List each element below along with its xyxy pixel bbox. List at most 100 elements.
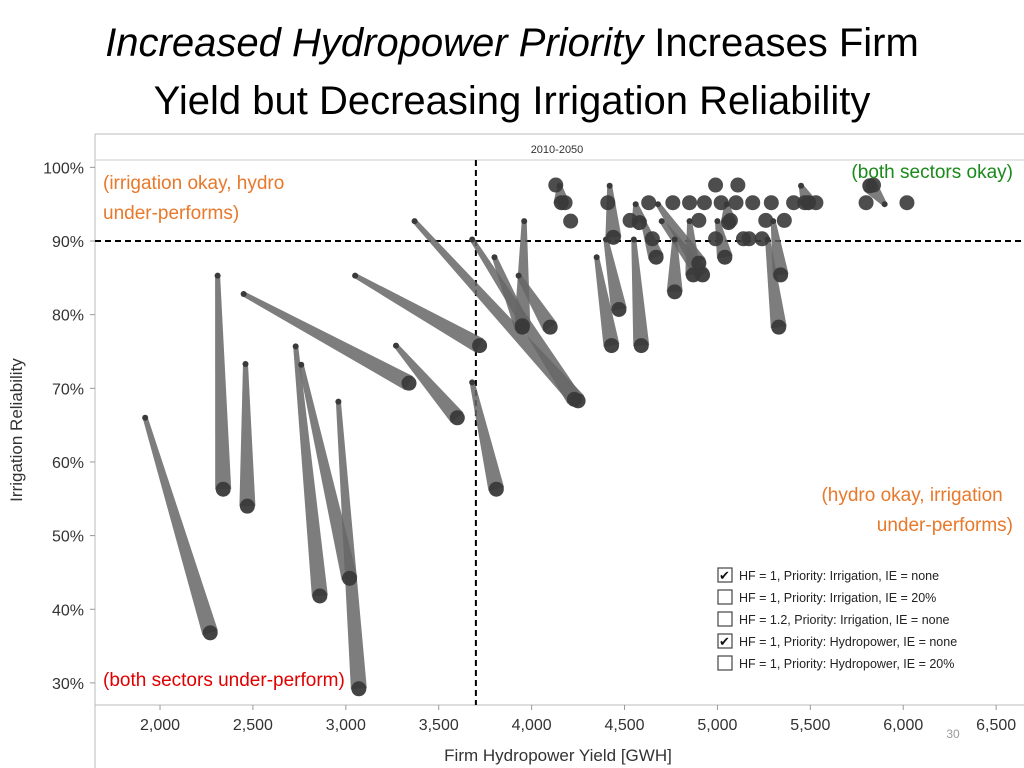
x-tick-label: 3,000	[326, 717, 366, 734]
x-tick-label: 6,500	[976, 717, 1016, 734]
annotation-bottom-left-line1: (both sectors under-perform)	[103, 670, 345, 691]
hydropower-priority-point	[401, 375, 417, 391]
y-tick-label: 90%	[52, 234, 84, 251]
cluster-point	[730, 177, 746, 193]
legend: ✔ HF = 1, Priority: Irrigation, IE = non…	[717, 567, 957, 671]
cluster-point	[786, 195, 802, 211]
cluster-point	[722, 212, 738, 228]
hydropower-priority-point	[605, 229, 621, 245]
legend-item-3[interactable]: HF = 1.2, Priority: Irrigation, IE = non…	[717, 611, 950, 627]
hydropower-priority-point	[488, 481, 504, 497]
irrigation-priority-point	[469, 236, 476, 243]
x-tick-label: 4,000	[512, 717, 552, 734]
legend-item-1[interactable]: ✔ HF = 1, Priority: Irrigation, IE = non…	[717, 567, 939, 584]
x-tick-label: 5,500	[790, 717, 830, 734]
annotation-top-right: (both sectors okay)	[851, 162, 1013, 183]
change-wedge	[715, 220, 733, 259]
legend-checkbox-4[interactable]	[717, 633, 733, 649]
legend-check-mark-4: ✔	[719, 635, 730, 650]
x-tick-label: 3,500	[419, 717, 459, 734]
cluster-point	[745, 195, 761, 211]
change-wedge	[335, 401, 367, 690]
irrigation-priority-point	[491, 254, 498, 261]
cluster-point	[758, 212, 774, 228]
data-wedges	[142, 180, 887, 690]
irrigation-priority-point	[214, 272, 221, 279]
cluster-point	[858, 195, 874, 211]
cluster-point	[763, 195, 779, 211]
change-wedge	[239, 364, 256, 507]
cluster-point	[728, 195, 744, 211]
annotation-bottom-right-line2: under-performs)	[877, 515, 1013, 536]
hydropower-priority-point	[648, 249, 664, 265]
irrigation-priority-point	[142, 414, 149, 421]
irrigation-priority-point	[630, 236, 637, 243]
irrigation-priority-point	[671, 236, 678, 243]
hydropower-priority-point	[514, 318, 530, 334]
x-tick-label: 2,000	[140, 717, 180, 734]
change-wedge	[469, 381, 505, 491]
hydropower-priority-point	[351, 681, 367, 697]
cluster-point	[899, 195, 915, 211]
legend-checkbox-3[interactable]	[717, 611, 733, 627]
change-wedge	[603, 239, 627, 311]
legend-check-mark-1: ✔	[719, 569, 730, 584]
irrigation-priority-point	[411, 218, 418, 225]
change-wedge	[666, 239, 683, 292]
irrigation-priority-point	[658, 218, 665, 225]
y-tick-label: 60%	[52, 455, 84, 472]
y-tick-label: 50%	[52, 529, 84, 546]
tick-layer: 2,000 2,500 3,000 3,500 4,000 4,500 5,000 5,500…	[43, 160, 1016, 734]
cluster-point	[557, 195, 573, 211]
cluster-point	[797, 195, 813, 211]
cluster-point	[691, 212, 707, 228]
cluster-point	[808, 195, 824, 211]
legend-label-4: HF = 1, Priority: Hydropower, IE = none	[739, 635, 957, 649]
hydropower-priority-point	[472, 338, 488, 354]
legend-item-2[interactable]: HF = 1, Priority: Irrigation, IE = 20%	[717, 589, 936, 605]
change-wedge	[765, 239, 787, 329]
y-axis-label: Irrigation Reliability	[7, 358, 26, 502]
change-wedge	[514, 221, 531, 326]
hydropower-priority-point	[691, 255, 707, 271]
cluster-point	[754, 231, 770, 247]
irrigation-priority-point	[714, 218, 721, 225]
change-wedge	[594, 256, 620, 347]
hydropower-priority-point	[771, 319, 787, 335]
y-tick-label: 40%	[52, 602, 84, 619]
annotation-top-left: (irrigation okay, hydro under-performs)	[103, 173, 290, 224]
change-wedge	[242, 291, 413, 391]
cluster-point	[708, 177, 724, 193]
cluster-point	[548, 177, 564, 193]
change-wedge	[770, 220, 789, 276]
cluster-point	[682, 195, 698, 211]
irrigation-priority-point	[242, 361, 249, 368]
hydropower-priority-point	[667, 284, 683, 300]
title-line1-rest: Increases Firm	[643, 21, 919, 65]
hydropower-priority-point	[215, 481, 231, 497]
hydropower-priority-point	[542, 319, 558, 335]
irrigation-priority-point	[335, 398, 342, 405]
y-tick-label: 30%	[52, 676, 84, 693]
irrigation-priority-point	[515, 272, 522, 279]
hydropower-priority-point	[633, 338, 649, 354]
cluster-point	[696, 195, 712, 211]
legend-checkbox-2[interactable]	[717, 589, 733, 605]
legend-item-4[interactable]: ✔ HF = 1, Priority: Hydropower, IE = non…	[717, 633, 957, 650]
x-tick-label: 2,500	[233, 717, 273, 734]
irrigation-priority-point	[686, 218, 693, 225]
cluster-point	[644, 231, 660, 247]
change-wedge	[215, 275, 232, 490]
hydropower-priority-point	[449, 410, 465, 426]
slide-title: Increased Hydropower Priority Increases …	[0, 14, 1024, 130]
legend-item-5[interactable]: HF = 1, Priority: Hydropower, IE = 20%	[717, 655, 954, 671]
irrigation-priority-point	[654, 201, 661, 208]
legend-checkbox-5[interactable]	[717, 655, 733, 671]
y-tick-label: 80%	[52, 308, 84, 325]
reference-lines	[95, 160, 1024, 705]
irrigation-priority-point	[798, 182, 805, 189]
hydropower-priority-point	[604, 338, 620, 354]
legend-checkbox-1[interactable]	[717, 567, 733, 583]
irrigation-priority-point	[469, 379, 476, 386]
